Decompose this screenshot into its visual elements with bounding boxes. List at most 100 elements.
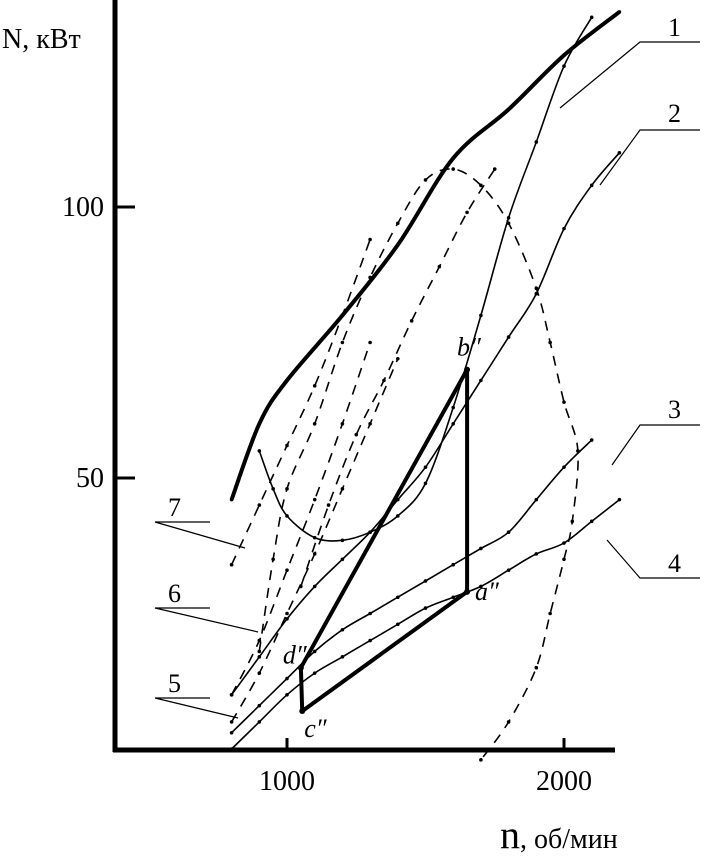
data-point <box>340 422 345 426</box>
data-point <box>451 595 456 600</box>
data-point <box>285 487 289 491</box>
data-point <box>506 530 511 534</box>
data-point <box>479 183 483 188</box>
annotation-point <box>464 366 471 373</box>
annotation-point <box>299 708 306 715</box>
data-point <box>451 422 456 426</box>
data-point <box>229 730 234 735</box>
series-line-unnamed-1 <box>258 16 593 542</box>
data-point <box>312 584 317 589</box>
data-point <box>479 584 483 589</box>
data-point <box>257 503 262 507</box>
data-point <box>257 422 262 426</box>
series-line-1 <box>229 10 621 501</box>
data-point <box>312 552 317 556</box>
data-point <box>589 15 594 20</box>
data-point <box>382 378 386 383</box>
data-point <box>396 356 400 361</box>
leader-line-6 <box>154 607 259 633</box>
data-point <box>534 665 539 670</box>
data-point <box>257 720 262 724</box>
data-point <box>285 514 289 518</box>
data-point <box>368 611 372 616</box>
data-point <box>534 497 539 502</box>
data-point <box>451 167 456 171</box>
data-point <box>340 340 345 345</box>
data-point <box>570 519 575 524</box>
data-point <box>479 378 483 383</box>
data-point <box>479 758 483 762</box>
leader-line-4 <box>606 539 700 579</box>
series-label-4: 4 <box>668 549 681 578</box>
data-point <box>312 422 317 426</box>
data-point <box>451 156 456 161</box>
data-point <box>534 552 539 556</box>
annotations: a″ b″ c″ d″ <box>283 333 500 743</box>
data-point <box>340 313 345 318</box>
data-point <box>285 378 289 383</box>
data-point <box>451 562 456 567</box>
series-label-1: 1 <box>668 13 681 42</box>
data-point <box>229 497 234 502</box>
data-point <box>479 313 483 318</box>
data-point <box>271 557 275 562</box>
y-axis-title: N, кВт <box>2 24 81 55</box>
data-point <box>285 617 289 621</box>
leader-line-1 <box>559 41 700 109</box>
data-point <box>562 64 566 68</box>
x-axis-title: n, об/мин <box>500 812 618 857</box>
series-label-6: 6 <box>168 579 181 608</box>
data-point <box>368 530 372 534</box>
data-point <box>285 443 289 448</box>
data-point <box>548 611 552 616</box>
data-point <box>534 286 539 291</box>
data-point <box>326 503 331 507</box>
data-point <box>340 557 345 562</box>
data-point <box>340 627 345 632</box>
data-point <box>562 465 566 469</box>
data-point <box>506 221 511 226</box>
data-point <box>589 438 594 442</box>
data-point <box>617 151 622 155</box>
leader-line-7 <box>154 521 246 549</box>
data-point <box>409 319 414 323</box>
data-point <box>451 405 456 410</box>
data-point <box>285 611 289 616</box>
data-point <box>271 487 275 491</box>
data-point <box>285 676 289 681</box>
series-line-7 <box>230 239 371 566</box>
y-tick-label: 50 <box>76 463 104 494</box>
annotation-label: c″ <box>304 714 328 743</box>
data-point <box>396 221 400 226</box>
series-label-2: 2 <box>668 99 681 128</box>
data-point <box>285 568 289 572</box>
data-point <box>506 720 511 724</box>
data-point <box>506 216 511 220</box>
data-point <box>257 449 262 453</box>
data-point <box>589 519 594 524</box>
data-point <box>396 595 400 600</box>
series-line-2 <box>230 152 621 696</box>
data-point <box>562 400 566 404</box>
annotation-label: a″ <box>475 577 500 606</box>
data-point <box>229 562 234 567</box>
data-point <box>617 10 622 14</box>
data-point <box>340 487 345 491</box>
data-point <box>617 497 622 502</box>
series-line-unnamed-6 <box>300 168 496 587</box>
data-point <box>257 671 262 675</box>
data-point <box>285 693 289 697</box>
data-point <box>368 340 372 345</box>
annotation-point <box>297 664 304 671</box>
annotation-point <box>464 588 471 595</box>
data-point <box>368 237 372 242</box>
data-point <box>492 167 497 171</box>
leader-line-5 <box>154 697 239 719</box>
data-point <box>340 538 345 543</box>
data-point <box>396 514 400 518</box>
data-point <box>589 183 594 188</box>
data-point <box>312 671 317 675</box>
leader-line-3 <box>611 424 700 466</box>
data-point <box>423 178 428 182</box>
